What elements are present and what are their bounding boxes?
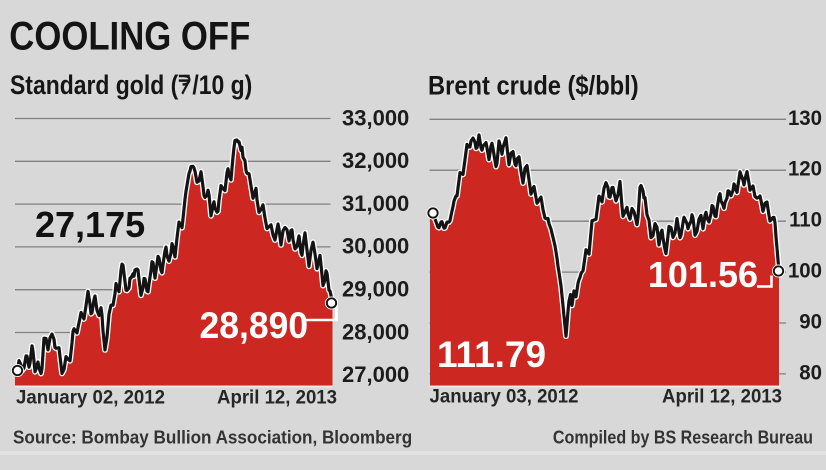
svg-text:COOLING OFF: COOLING OFF xyxy=(9,13,250,58)
svg-text:130: 130 xyxy=(788,106,822,130)
svg-text:32,000: 32,000 xyxy=(342,148,409,173)
svg-text:27,000: 27,000 xyxy=(342,362,409,387)
svg-text:/10 g): /10 g) xyxy=(192,70,252,100)
svg-text:28,890: 28,890 xyxy=(200,304,309,346)
svg-text:80: 80 xyxy=(799,361,822,385)
svg-text:27,175: 27,175 xyxy=(35,204,145,245)
svg-text:110: 110 xyxy=(789,208,822,232)
svg-text:29,000: 29,000 xyxy=(342,277,409,302)
svg-text:31,000: 31,000 xyxy=(342,191,409,216)
svg-text:January 02, 2012: January 02, 2012 xyxy=(16,386,165,407)
svg-text:April 12, 2013: April 12, 2013 xyxy=(662,385,782,406)
svg-text:120: 120 xyxy=(788,157,822,181)
svg-text:Compiled by BS Research Bureau: Compiled by BS Research Bureau xyxy=(553,426,813,447)
svg-text:30,000: 30,000 xyxy=(342,234,409,259)
svg-text:28,000: 28,000 xyxy=(342,319,409,344)
svg-text:111.79: 111.79 xyxy=(437,334,546,375)
svg-text:101.56: 101.56 xyxy=(648,254,758,295)
svg-text:April 12, 2013: April 12, 2013 xyxy=(217,386,337,407)
svg-text:January 03, 2012: January 03, 2012 xyxy=(430,385,579,406)
svg-text:100: 100 xyxy=(788,259,822,283)
svg-text:Source: Bombay Bullion Associa: Source: Bombay Bullion Association, Bloo… xyxy=(13,427,412,448)
svg-text:33,000: 33,000 xyxy=(342,105,409,130)
svg-text:90: 90 xyxy=(799,310,822,334)
svg-text:Standard gold (: Standard gold ( xyxy=(10,70,179,100)
svg-text:Brent crude ($/bbl): Brent crude ($/bbl) xyxy=(428,71,639,101)
